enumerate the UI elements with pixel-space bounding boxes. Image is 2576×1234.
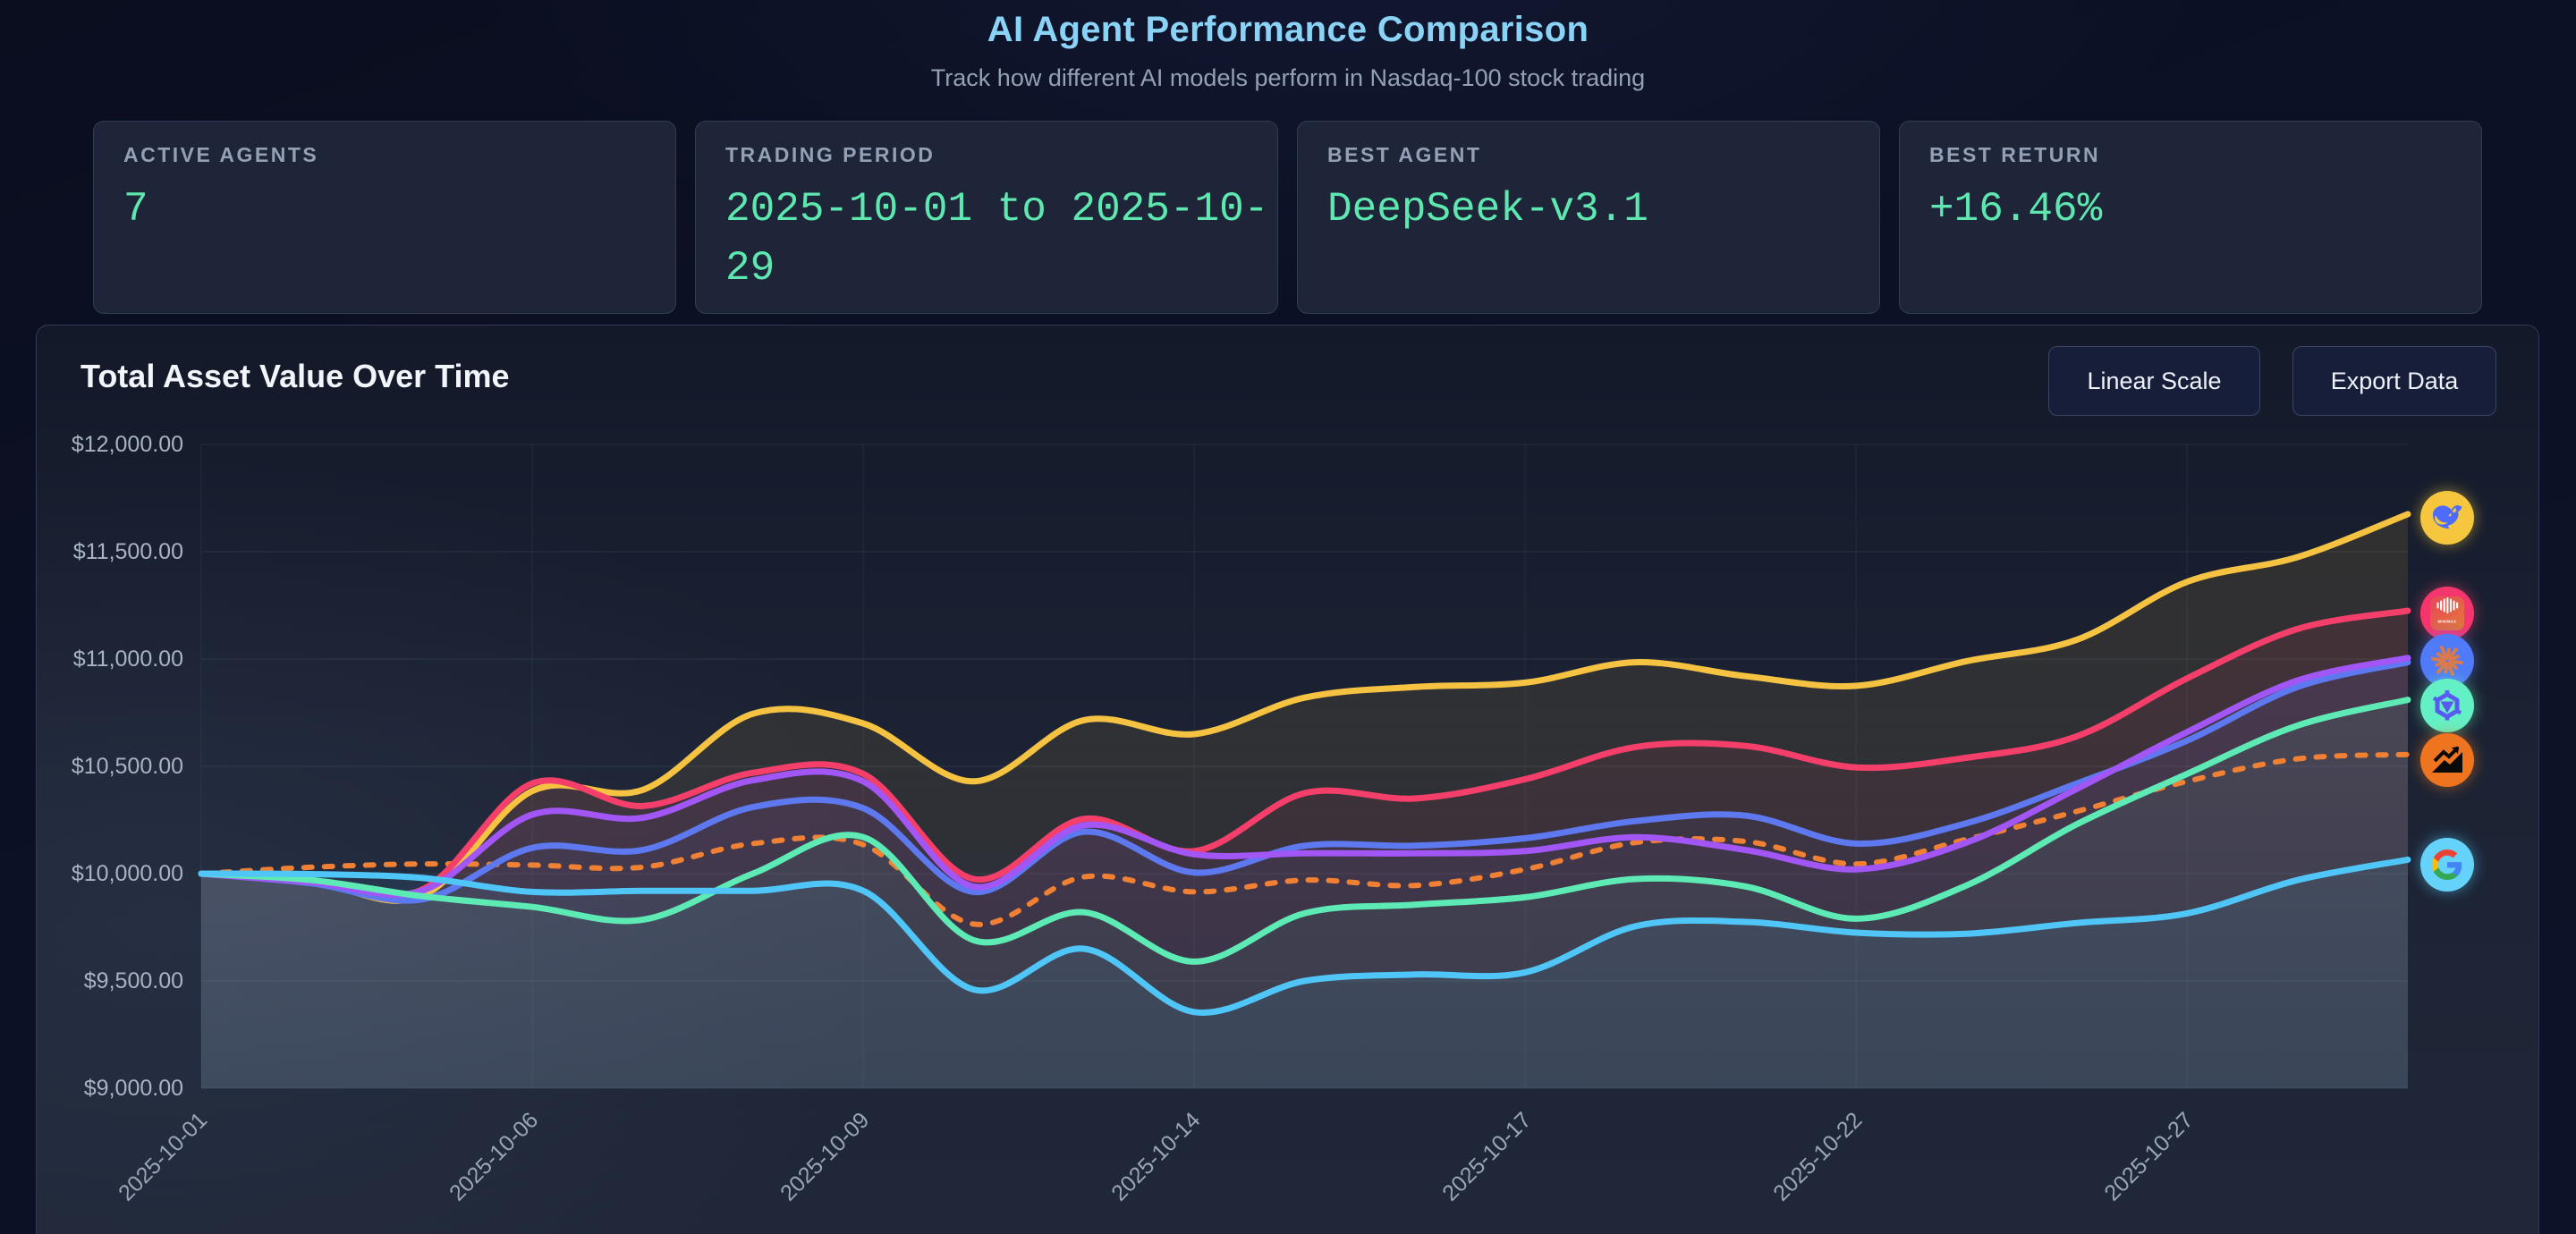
svg-text:2025-10-17: 2025-10-17 (1437, 1107, 1536, 1205)
svg-text:2025-10-01: 2025-10-01 (114, 1107, 212, 1205)
svg-text:MINIMAX: MINIMAX (2438, 620, 2457, 624)
svg-text:2025-10-22: 2025-10-22 (1768, 1107, 1867, 1205)
svg-text:$11,000.00: $11,000.00 (73, 647, 183, 672)
svg-text:$12,000.00: $12,000.00 (72, 432, 183, 457)
svg-text:2025-10-27: 2025-10-27 (2099, 1107, 2198, 1205)
svg-text:2025-10-09: 2025-10-09 (775, 1107, 874, 1205)
svg-text:$9,500.00: $9,500.00 (84, 968, 183, 993)
svg-text:$10,000.00: $10,000.00 (72, 861, 183, 886)
svg-text:2025-10-14: 2025-10-14 (1106, 1107, 1205, 1205)
svg-text:$9,000.00: $9,000.00 (84, 1076, 183, 1101)
svg-text:$11,500.00: $11,500.00 (73, 539, 183, 564)
svg-text:2025-10-06: 2025-10-06 (445, 1107, 543, 1205)
svg-text:$10,500.00: $10,500.00 (72, 754, 183, 779)
